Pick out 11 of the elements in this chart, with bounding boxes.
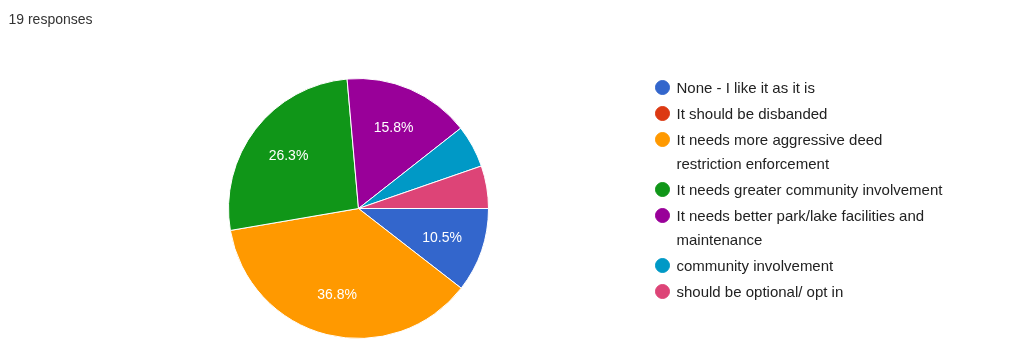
data-label: 26.3%	[268, 146, 309, 163]
legend-label: None - I like it as it is	[676, 79, 815, 96]
legend-label: It needs more aggressive deed restriction enforcement	[676, 131, 883, 172]
legend-label: community involvement	[676, 257, 835, 274]
legend-label: It should be disbanded	[676, 105, 828, 122]
legend-label: It needs greater community involvement	[676, 181, 944, 198]
text: 19 responses	[8, 10, 93, 27]
data-label: 36.8%	[317, 286, 357, 303]
data-label: 15.8%	[373, 119, 414, 136]
legend-label: should be optional/ opt in	[676, 283, 844, 300]
data-label: 10.5%	[422, 229, 462, 246]
